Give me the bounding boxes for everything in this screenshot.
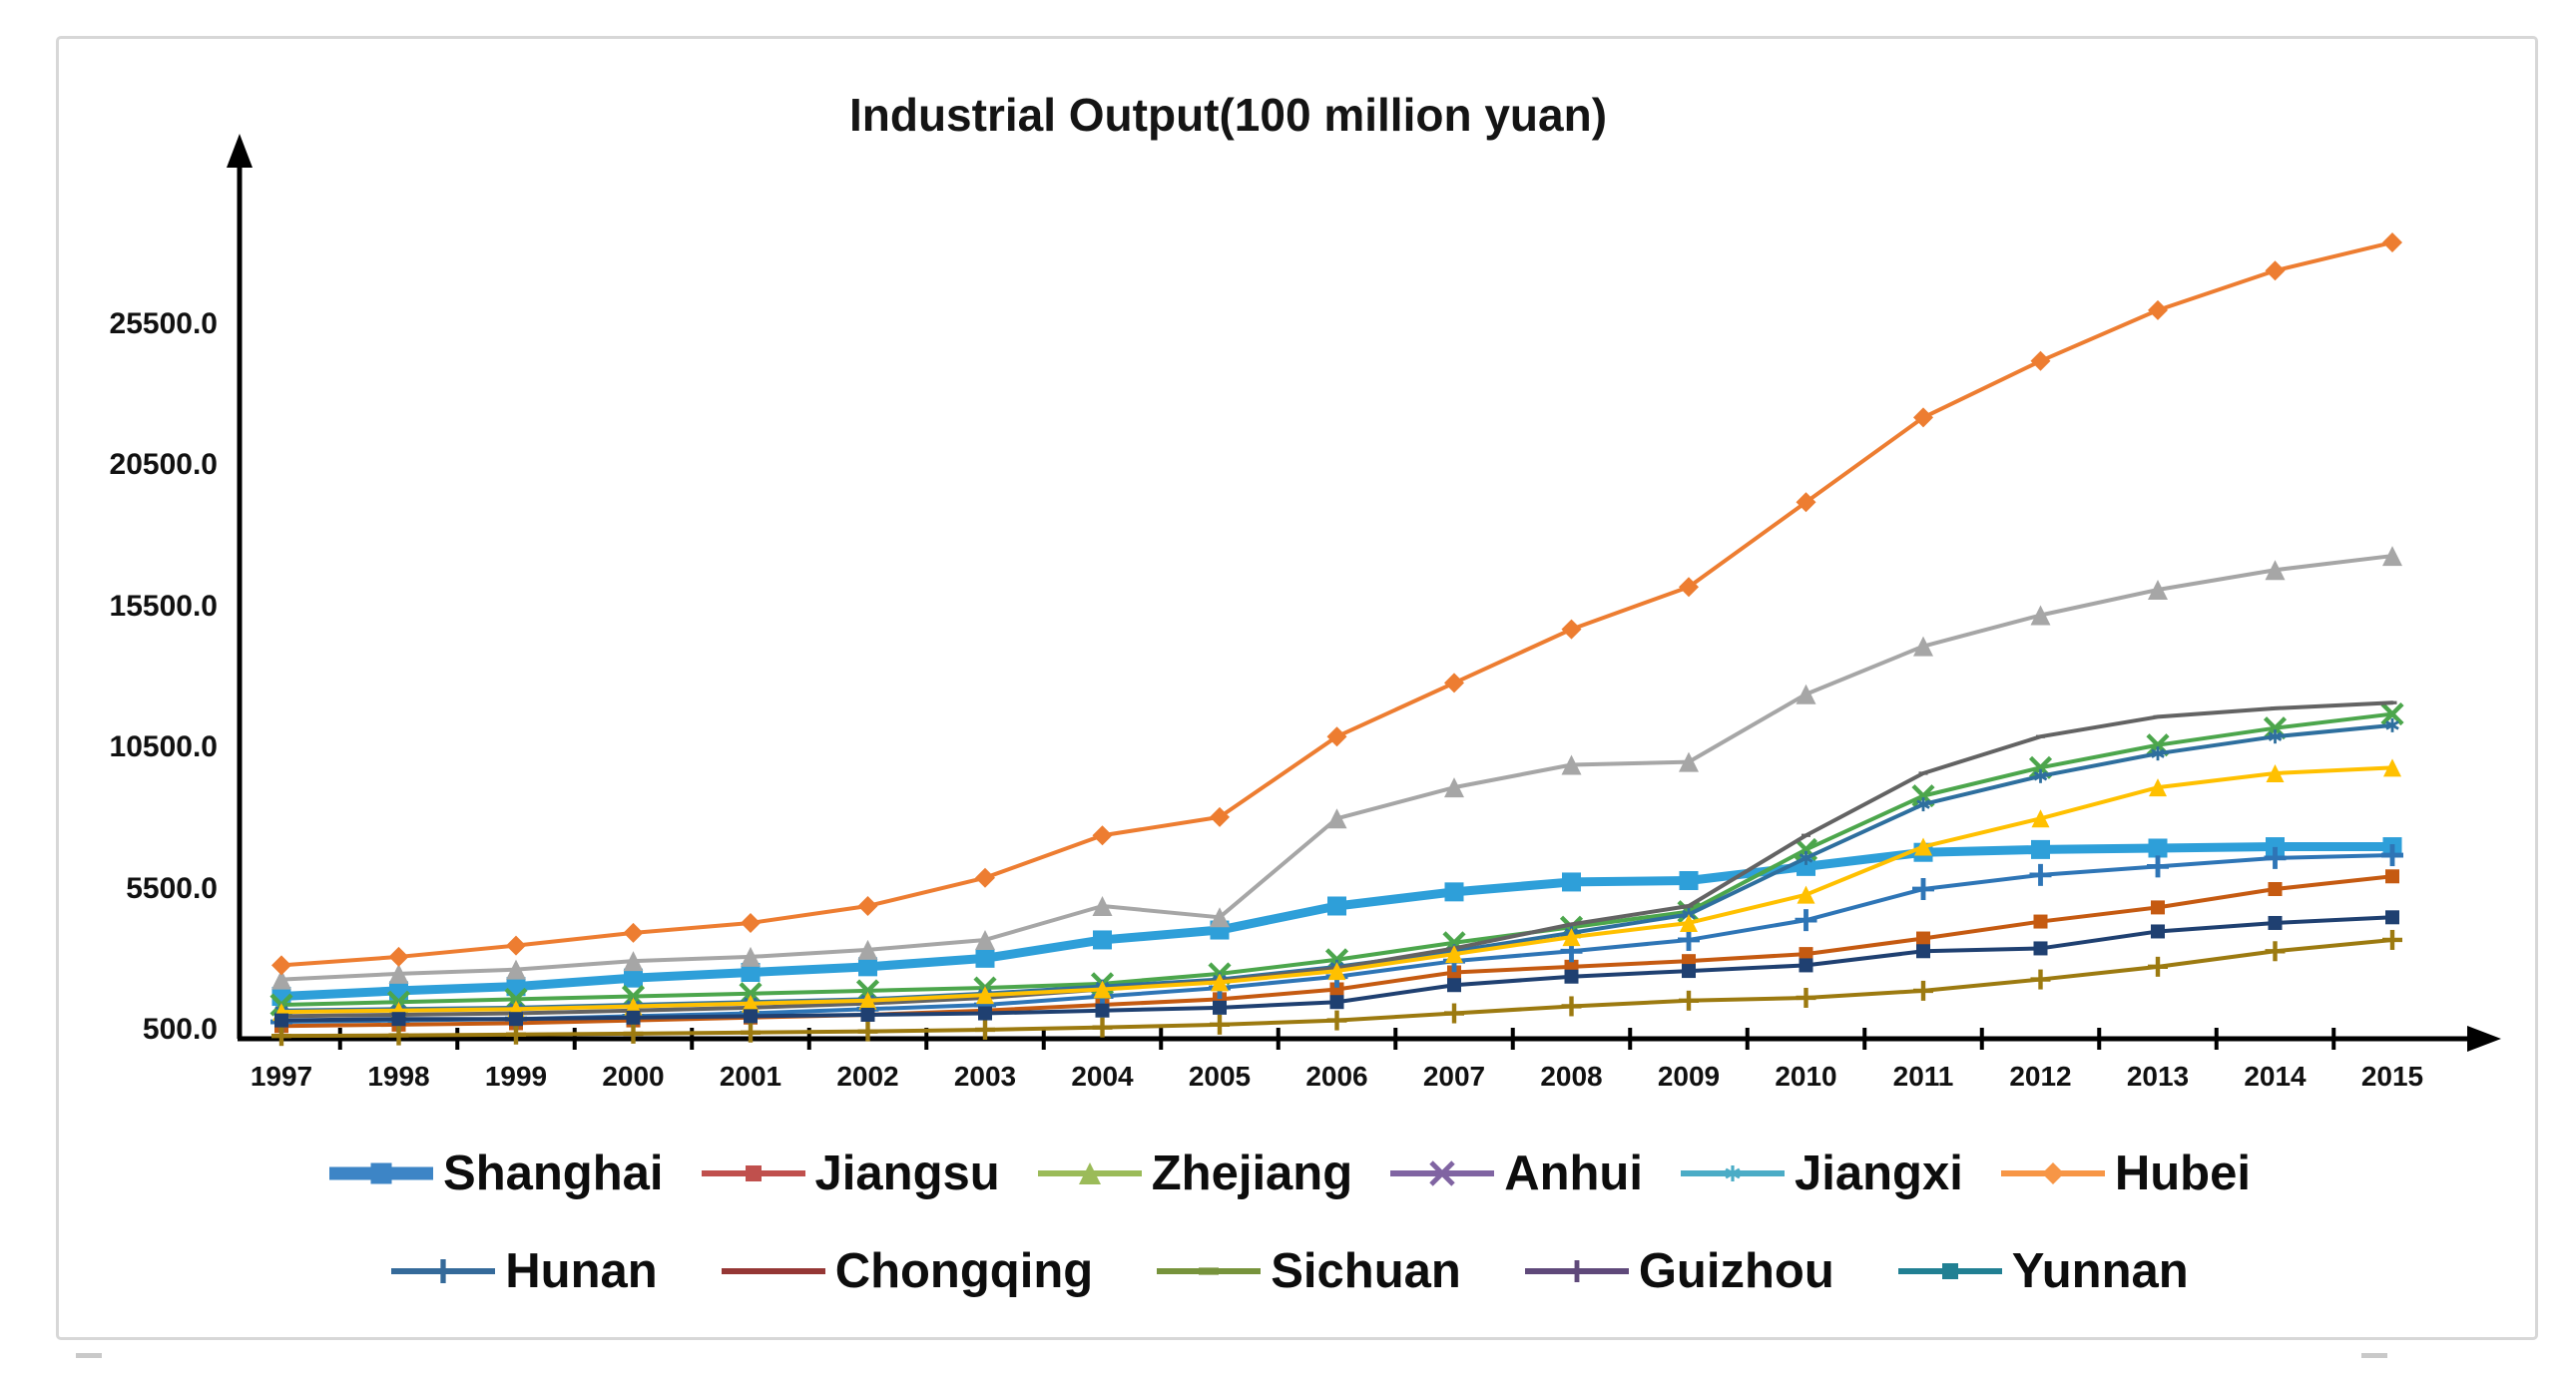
x-tick-label: 2001 xyxy=(719,1061,782,1092)
legend-label-shanghai: Shanghai xyxy=(443,1147,664,1200)
legend-swatch-hubei-icon xyxy=(2000,1162,2105,1184)
legend-label-chongqing: Chongqing xyxy=(834,1244,1094,1298)
series-zhejiang xyxy=(271,546,2402,990)
legend-label-jiangsu: Jiangsu xyxy=(814,1147,1000,1200)
series-markers-zhejiang xyxy=(271,546,2402,990)
x-tick-label: 2008 xyxy=(1540,1061,1603,1092)
x-tick-label: 2009 xyxy=(1657,1061,1721,1092)
x-tick-label: 2013 xyxy=(2126,1061,2190,1092)
x-tick-label: 1998 xyxy=(367,1061,430,1092)
legend-label-hubei: Hubei xyxy=(2114,1147,2251,1200)
series-markers-hubei xyxy=(271,231,2402,976)
series-hubei xyxy=(271,231,2402,976)
legend-swatch-jiangsu-icon xyxy=(701,1165,805,1181)
y-axis-arrow-icon xyxy=(227,134,253,168)
legend-item-anhui: Anhui xyxy=(1386,1146,1643,1201)
corner-artifact-left xyxy=(76,1353,102,1358)
series-markers-yunnan xyxy=(274,910,2399,1028)
chart-border-frame xyxy=(56,36,2538,1340)
legend-swatch-jiangxi-icon xyxy=(1680,1165,1785,1181)
x-tick-label: 2012 xyxy=(2009,1061,2072,1092)
legend-swatch-sichuan-icon xyxy=(1157,1267,1262,1275)
legend-swatch-chongqing-icon xyxy=(721,1268,825,1274)
x-tick-label: 2006 xyxy=(1305,1061,1368,1092)
legend-item-chongqing: Chongqing xyxy=(718,1243,1094,1299)
legend-label-sichuan: Sichuan xyxy=(1271,1244,1461,1298)
y-tick-label: 15500.0 xyxy=(109,589,218,623)
legend-label-jiangxi: Jiangxi xyxy=(1794,1147,1963,1200)
legend-item-zhejiang: Zhejiang xyxy=(1034,1146,1352,1201)
chart-title: Industrial Output(100 million yuan) xyxy=(848,89,1608,141)
y-tick-label: 5500.0 xyxy=(126,871,218,905)
legend-label-zhejiang: Zhejiang xyxy=(1151,1147,1353,1200)
legend-label-hunan: Hunan xyxy=(505,1244,658,1298)
legend-item-jiangsu: Jiangsu xyxy=(698,1146,1000,1201)
x-tick-label: 2000 xyxy=(602,1061,665,1092)
series-shanghai xyxy=(271,837,2402,1007)
legend-label-anhui: Anhui xyxy=(1504,1147,1643,1200)
corner-artifact-right xyxy=(2361,1353,2387,1358)
x-tick-label: 2011 xyxy=(1892,1061,1954,1092)
series-markers-shanghai xyxy=(271,837,2402,1007)
series-line-hubei xyxy=(279,239,2394,968)
x-tick-label: 2015 xyxy=(2360,1061,2424,1092)
legend-item-hubei: Hubei xyxy=(1997,1146,2251,1201)
legend-label-yunnan: Yunnan xyxy=(2011,1244,2189,1298)
axes xyxy=(227,134,2501,1052)
legend-swatch-anhui-icon xyxy=(1390,1160,1495,1186)
legend-item-guizhou: Guizhou xyxy=(1521,1243,1834,1299)
x-tick-label: 2014 xyxy=(2244,1061,2307,1092)
legend-swatch-yunnan-icon xyxy=(1897,1263,2002,1279)
legend-item-hunan: Hunan xyxy=(387,1243,658,1299)
x-tick-label: 2004 xyxy=(1071,1061,1134,1092)
legend-label-guizhou: Guizhou xyxy=(1638,1244,1834,1298)
x-tick-label: 2007 xyxy=(1422,1061,1486,1092)
x-tick-label: 1997 xyxy=(250,1061,313,1092)
x-tick-label: 2003 xyxy=(953,1061,1017,1092)
legend-swatch-shanghai-icon xyxy=(329,1162,434,1184)
legend-swatch-guizhou-icon xyxy=(1524,1260,1629,1282)
x-tick-label: 1999 xyxy=(484,1061,548,1092)
x-tick-label: 2005 xyxy=(1188,1061,1252,1092)
x-tick-label: 2010 xyxy=(1775,1061,1837,1092)
legend-row-2: Hunan Chongqing Sichuan Guizhou Yunnan xyxy=(0,1243,2576,1299)
legend-item-jiangxi: Jiangxi xyxy=(1677,1146,1963,1201)
series-yunnan xyxy=(274,910,2399,1028)
y-tick-label: 25500.0 xyxy=(109,306,218,340)
series-markers-guizhou xyxy=(271,929,2402,1047)
legend-item-sichuan: Sichuan xyxy=(1153,1243,1461,1299)
legend-swatch-hunan-icon xyxy=(391,1259,496,1283)
x-axis-arrow-icon xyxy=(2467,1026,2501,1052)
x-tick-label: 2002 xyxy=(836,1061,899,1092)
y-tick-label: 10500.0 xyxy=(109,730,218,763)
y-tick-label: 20500.0 xyxy=(109,448,218,481)
legend-row-1: Shanghai Jiangsu Zhejiang Anhui Jiangxi Hubei xyxy=(0,1146,2576,1201)
legend-swatch-zhejiang-icon xyxy=(1037,1162,1142,1184)
series-guizhou xyxy=(271,929,2402,1047)
legend-item-yunnan: Yunnan xyxy=(1894,1243,2189,1299)
legend-item-shanghai: Shanghai xyxy=(325,1146,664,1201)
y-tick-label: 500.0 xyxy=(142,1013,218,1046)
